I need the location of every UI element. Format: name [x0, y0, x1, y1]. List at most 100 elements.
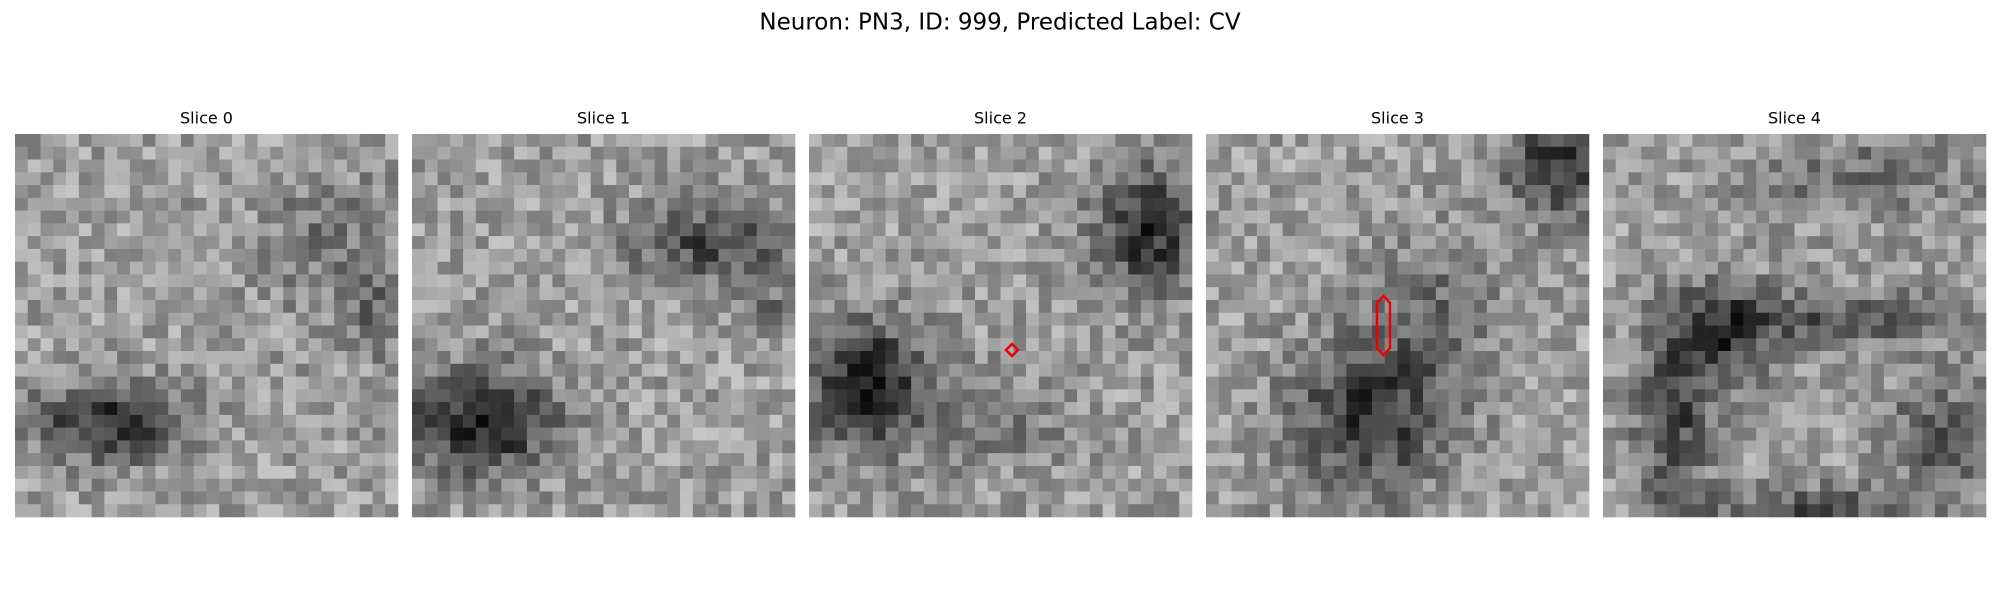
pixel	[1845, 223, 1859, 237]
pixel	[962, 402, 976, 416]
pixel	[1115, 299, 1129, 314]
pixel	[1794, 440, 1808, 454]
pixel	[705, 185, 719, 199]
pixel	[1845, 185, 1859, 199]
pixel	[1179, 440, 1193, 454]
pixel	[206, 440, 220, 454]
pixel	[1666, 363, 1680, 377]
pixel	[629, 210, 643, 224]
pixel	[1781, 389, 1795, 403]
pixel	[514, 427, 528, 441]
pixel	[1603, 223, 1617, 237]
pixel	[346, 414, 360, 428]
pixel	[1089, 491, 1103, 505]
pixel	[1435, 363, 1449, 377]
pixel	[1883, 478, 1897, 492]
pixel	[1845, 389, 1859, 403]
pixel	[590, 504, 604, 518]
pixel	[40, 223, 54, 237]
pixel	[1231, 402, 1245, 416]
pixel	[1231, 159, 1245, 173]
pixel	[1883, 491, 1897, 505]
pixel	[1807, 274, 1821, 288]
pixel	[526, 312, 540, 326]
pixel	[514, 363, 528, 377]
pixel	[1512, 376, 1526, 390]
pixel	[1883, 134, 1897, 148]
pixel	[1038, 325, 1052, 339]
pixel	[1153, 146, 1167, 160]
pixel	[692, 146, 706, 160]
pixel	[450, 299, 464, 314]
pixel	[872, 146, 886, 160]
pixel	[27, 134, 41, 148]
pixel	[1705, 287, 1719, 301]
pixel	[860, 159, 874, 173]
pixel	[936, 172, 950, 186]
pixel	[1308, 274, 1322, 288]
pixel	[1295, 159, 1309, 173]
pixel	[270, 465, 284, 479]
pixel	[346, 325, 360, 339]
pixel	[1499, 504, 1513, 518]
pixel	[1794, 389, 1808, 403]
pixel	[1026, 491, 1040, 505]
pixel	[1346, 312, 1360, 326]
pixel	[1346, 440, 1360, 454]
pixel	[1576, 363, 1590, 377]
pixel	[1486, 287, 1500, 301]
pixel	[1615, 427, 1629, 441]
pixel	[1871, 159, 1885, 173]
pixel	[539, 312, 553, 326]
pixel	[1563, 325, 1577, 339]
pixel	[629, 402, 643, 416]
pixel	[321, 427, 335, 441]
pixel	[244, 185, 258, 199]
pixel	[168, 159, 182, 173]
pixel	[1448, 185, 1462, 199]
pixel	[1832, 376, 1846, 390]
pixel	[1858, 287, 1872, 301]
pixel	[923, 491, 937, 505]
pixel	[501, 274, 515, 288]
pixel	[1563, 491, 1577, 505]
pixel	[1026, 274, 1040, 288]
pixel	[718, 197, 732, 211]
pixel	[1128, 248, 1142, 262]
pixel	[412, 453, 426, 467]
contour	[1375, 294, 1392, 357]
pixel	[1051, 287, 1065, 301]
pixel	[616, 465, 630, 479]
pixel	[743, 478, 757, 492]
pixel	[1038, 146, 1052, 160]
pixel	[104, 223, 118, 237]
pixel	[244, 248, 258, 262]
pixel	[539, 389, 553, 403]
pixel	[1768, 312, 1783, 326]
pixel	[1756, 363, 1770, 377]
pixel	[1525, 210, 1539, 224]
pixel	[206, 236, 220, 250]
pixel	[321, 491, 335, 505]
pixel	[590, 172, 604, 186]
pixel	[1858, 134, 1872, 148]
pixel	[206, 351, 220, 365]
pixel	[270, 402, 284, 416]
pixel	[1115, 287, 1129, 301]
pixel	[1000, 223, 1014, 237]
pixel	[1474, 185, 1488, 199]
pixel	[705, 414, 719, 428]
pixel	[1089, 159, 1103, 173]
pixel	[1679, 491, 1693, 505]
pixel	[1641, 197, 1655, 211]
pixel	[577, 402, 592, 416]
pixel	[437, 440, 451, 454]
pixel	[155, 236, 169, 250]
pixel	[834, 414, 848, 428]
pixel	[616, 312, 630, 326]
pixel	[1115, 159, 1129, 173]
pixel	[142, 414, 156, 428]
pixel	[1525, 402, 1539, 416]
pixel	[1359, 312, 1373, 326]
pixel	[206, 146, 220, 160]
